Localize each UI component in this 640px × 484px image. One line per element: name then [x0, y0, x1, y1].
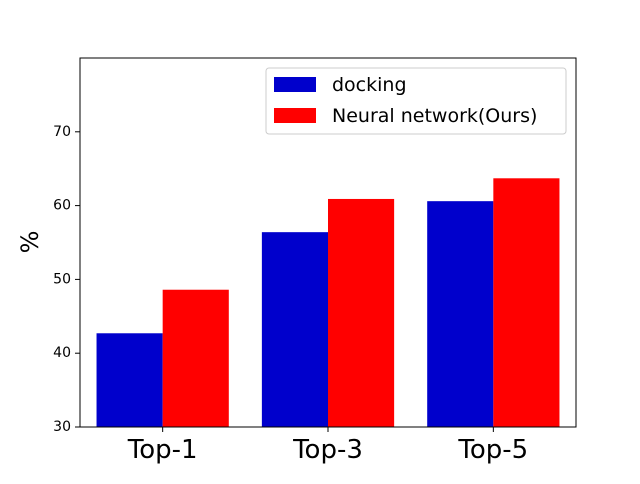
bar-docking-top-5	[427, 201, 494, 427]
y-tick-label: 40	[53, 345, 71, 361]
y-tick-label: 60	[53, 198, 71, 214]
bar-neural-network-ours-top-1	[162, 289, 229, 427]
bar-neural-network-ours-top-5	[493, 178, 560, 427]
legend-box	[265, 67, 567, 135]
legend-swatch	[274, 108, 316, 123]
x-tick-label: Top-1	[127, 435, 198, 465]
legend: docking Neural network(Ours)	[265, 67, 567, 135]
x-tick-label: Top-3	[292, 435, 363, 465]
legend-items: docking Neural network(Ours)	[274, 74, 537, 127]
bar-neural-network-ours-top-3	[328, 198, 395, 427]
legend-label: docking	[332, 74, 407, 96]
bars-layer	[96, 178, 560, 427]
x-axis: Top-1 Top-3 Top-5	[127, 427, 528, 465]
bar-docking-top-1	[96, 333, 163, 427]
y-axis: 30 40 50 60 70	[53, 124, 80, 435]
y-axis-label: %	[16, 231, 44, 254]
legend-label: Neural network(Ours)	[332, 105, 537, 127]
y-tick-label: 30	[53, 419, 71, 435]
x-tick-label: Top-5	[457, 435, 528, 465]
y-tick-label: 70	[53, 124, 71, 140]
bar-docking-top-3	[261, 232, 328, 427]
legend-swatch	[274, 77, 316, 92]
y-tick-label: 50	[53, 271, 71, 287]
